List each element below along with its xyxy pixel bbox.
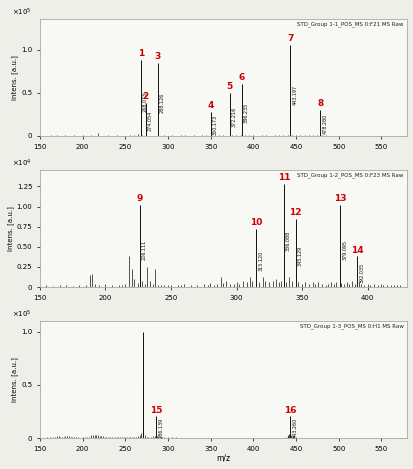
Text: 9: 9 [136, 194, 142, 203]
Text: 350.173: 350.173 [212, 115, 218, 135]
Text: 14: 14 [350, 246, 363, 255]
Text: ×10$^4$: ×10$^4$ [12, 158, 32, 169]
Text: 286.139: 286.139 [158, 418, 163, 439]
Text: 13: 13 [333, 194, 346, 203]
X-axis label: m/z: m/z [216, 453, 230, 462]
Y-axis label: Intens. [a.u.]: Intens. [a.u.] [12, 55, 18, 100]
Text: 226.111: 226.111 [142, 240, 147, 260]
Text: 288.126: 288.126 [160, 93, 165, 113]
Y-axis label: Intens. [a.u.]: Intens. [a.u.] [7, 206, 14, 251]
Text: 386.235: 386.235 [243, 103, 248, 123]
Text: 16: 16 [283, 406, 296, 415]
Text: 8: 8 [316, 99, 323, 108]
Text: 6: 6 [238, 73, 244, 83]
Text: 274.054: 274.054 [147, 111, 153, 131]
Text: 443.197: 443.197 [292, 85, 297, 105]
Text: 1: 1 [137, 49, 143, 58]
Text: 345.129: 345.129 [297, 246, 302, 266]
Text: 4: 4 [207, 101, 214, 110]
Text: 3: 3 [154, 52, 161, 61]
Text: 392.035: 392.035 [358, 263, 363, 283]
Text: 268.073: 268.073 [142, 91, 147, 112]
Y-axis label: Intens. [a.u.]: Intens. [a.u.] [12, 357, 18, 402]
Text: 315.120: 315.120 [258, 251, 263, 271]
Text: ×10$^5$: ×10$^5$ [12, 7, 32, 18]
Text: STD_Group 1-1_POS_MS 0:F21 MS Raw: STD_Group 1-1_POS_MS 0:F21 MS Raw [296, 22, 402, 27]
Text: ×10$^5$: ×10$^5$ [12, 309, 32, 320]
Text: 7: 7 [286, 35, 293, 44]
Text: 12: 12 [289, 208, 301, 217]
Text: 5: 5 [226, 82, 232, 91]
Text: STD_Group 1-2_POS_MS 0:F23 MS Raw: STD_Group 1-2_POS_MS 0:F23 MS Raw [296, 173, 402, 178]
Text: STD_Group 1-3_POS_MS 0:H1 MS Raw: STD_Group 1-3_POS_MS 0:H1 MS Raw [299, 324, 402, 329]
Text: 379.095: 379.095 [342, 240, 347, 260]
Text: 336.088: 336.088 [285, 231, 290, 251]
Text: 11: 11 [277, 173, 290, 182]
Text: 478.280: 478.280 [322, 114, 327, 135]
Text: 443.260: 443.260 [292, 418, 297, 439]
Text: 2: 2 [142, 92, 149, 101]
Text: 15: 15 [150, 406, 162, 415]
Text: 10: 10 [249, 218, 262, 227]
Text: 372.216: 372.216 [231, 106, 236, 127]
